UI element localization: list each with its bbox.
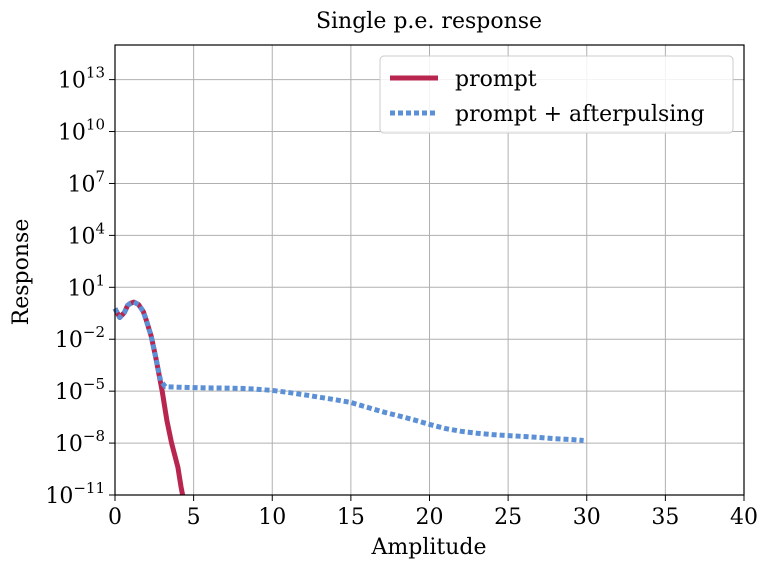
plot-area <box>112 299 584 496</box>
x-axis-label: Amplitude <box>370 535 486 560</box>
y-tick-label: 104 <box>67 219 105 249</box>
y-axis: 10−11 10−8 10−5 10−2 101 104 107 1010 1013 <box>45 64 115 509</box>
y-axis-label: Response <box>9 219 34 326</box>
legend-label-1: prompt + afterpulsing <box>455 102 705 127</box>
legend-label-0: prompt <box>455 67 537 92</box>
x-tick-label: 35 <box>651 505 679 530</box>
x-tick-label: 25 <box>494 505 522 530</box>
legend-box <box>379 55 734 134</box>
y-tick-label: 1013 <box>58 64 105 94</box>
x-axis: 0 5 10 15 20 25 30 35 40 <box>108 495 758 530</box>
legend: prompt prompt + afterpulsing <box>379 55 734 134</box>
x-tick-label: 40 <box>730 505 758 530</box>
series-line-0 <box>112 299 186 496</box>
series-line-1 <box>112 299 584 443</box>
chart-title: Single p.e. response <box>316 9 542 34</box>
y-tick-label: 107 <box>67 167 105 197</box>
x-tick-label: 0 <box>108 505 122 530</box>
y-tick-label: 10−2 <box>55 323 105 353</box>
x-tick-label: 20 <box>416 505 444 530</box>
x-tick-label: 5 <box>187 505 201 530</box>
x-tick-label: 10 <box>258 505 286 530</box>
y-tick-label: 10−11 <box>45 479 105 509</box>
y-tick-label: 10−8 <box>55 427 105 457</box>
x-tick-label: 30 <box>573 505 601 530</box>
y-tick-label: 10−5 <box>55 375 105 405</box>
y-tick-label: 101 <box>67 271 105 301</box>
y-tick-label: 1010 <box>58 116 105 146</box>
x-tick-label: 15 <box>337 505 365 530</box>
